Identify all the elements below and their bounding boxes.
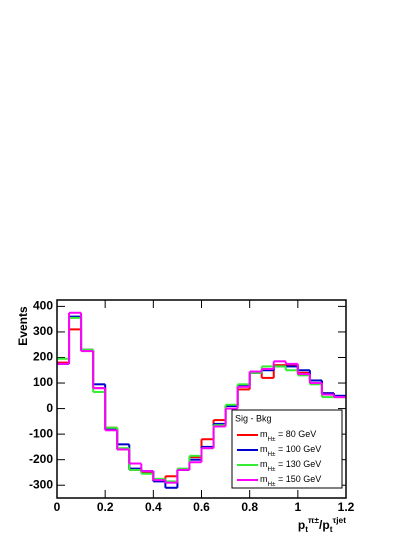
y-tick-label: 0 xyxy=(46,401,53,415)
y-tick-label: 200 xyxy=(33,350,53,364)
plot-frame xyxy=(56,299,347,499)
label-part: H± xyxy=(268,436,277,443)
label-part: = 100 GeV xyxy=(276,444,322,454)
label-part: H± xyxy=(268,466,277,473)
legend-label: mH±​ = 100 GeV xyxy=(260,444,321,457)
label-part: H± xyxy=(268,451,277,458)
x-axis-label: pt​π±​/pt​τjet​ xyxy=(298,515,346,534)
y-tick-label: 100 xyxy=(33,375,53,389)
label-part: = 130 GeV xyxy=(276,459,322,469)
label-part: t xyxy=(330,524,333,534)
y-axis-label: Events xyxy=(16,306,30,346)
y-tick-label: -100 xyxy=(29,426,53,440)
label-part: m xyxy=(260,474,268,484)
label-part: t xyxy=(305,524,308,534)
legend-label: mH±​ = 150 GeV xyxy=(260,474,321,487)
label-part: m xyxy=(260,444,268,454)
legend-title: Sig - Bkg xyxy=(235,413,272,423)
label-part: = 80 GeV xyxy=(276,429,317,439)
label-part: = 150 GeV xyxy=(276,474,322,484)
y-tick-label: -200 xyxy=(29,452,53,466)
x-tick-label: 1.2 xyxy=(338,500,355,514)
label-part: π± xyxy=(308,515,319,525)
label-part: H± xyxy=(268,481,277,488)
y-tick-label: 300 xyxy=(33,324,53,338)
label-part: m xyxy=(260,429,268,439)
label-part: m xyxy=(260,459,268,469)
x-tick-label: 0.8 xyxy=(241,500,258,514)
label-part: τjet xyxy=(332,515,346,525)
x-tick-label: 0 xyxy=(54,500,61,514)
label-part: p xyxy=(298,518,305,532)
x-tick-label: 1 xyxy=(294,500,301,514)
label-part: /p xyxy=(319,518,330,532)
legend-label: mH±​ = 130 GeV xyxy=(260,459,321,472)
x-tick-label: 0.6 xyxy=(193,500,210,514)
legend-label: mH±​ = 80 GeV xyxy=(260,429,316,442)
x-tick-label: 0.2 xyxy=(97,500,114,514)
x-tick-label: 0.4 xyxy=(145,500,162,514)
y-tick-label: 400 xyxy=(33,299,53,313)
y-tick-label: -300 xyxy=(29,477,53,491)
